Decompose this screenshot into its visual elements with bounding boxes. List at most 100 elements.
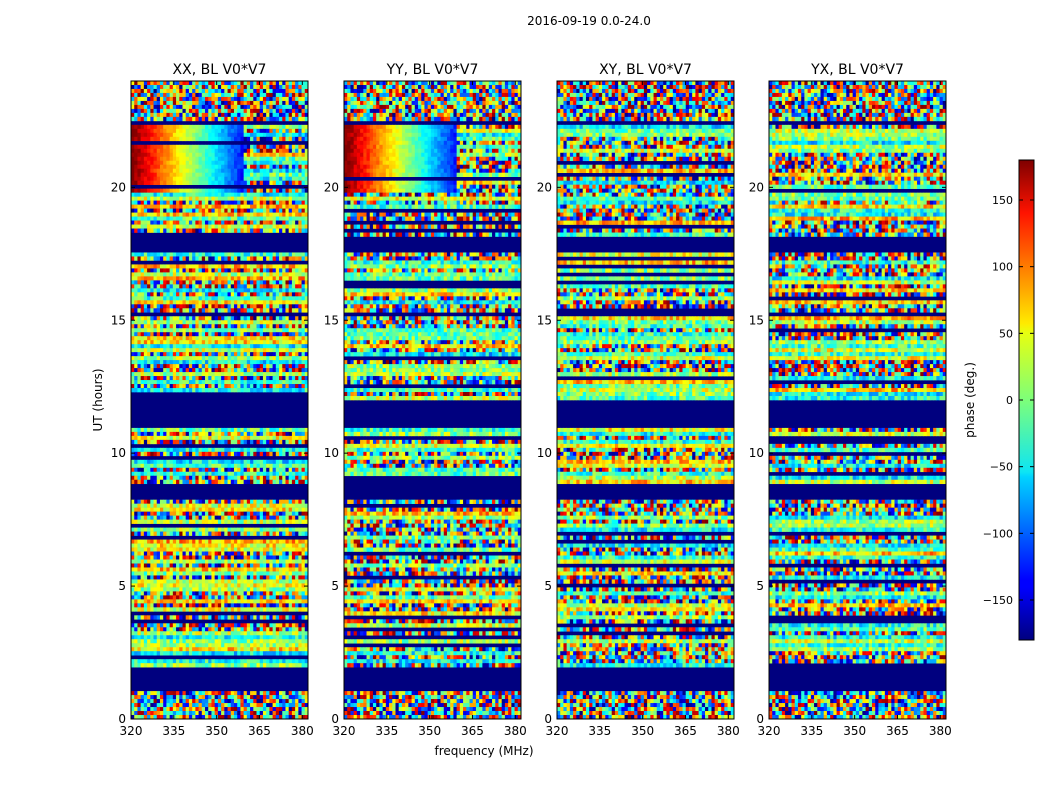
heatmap-cell bbox=[169, 112, 174, 118]
heatmap-cell bbox=[134, 196, 138, 201]
heatmap-cell bbox=[256, 296, 261, 301]
heatmap-cell bbox=[285, 340, 290, 345]
heatmap-cell bbox=[150, 336, 154, 341]
heatmap-cell bbox=[172, 360, 177, 365]
heatmap-cell bbox=[237, 511, 241, 516]
heatmap-cell bbox=[298, 503, 302, 508]
heatmap-cell bbox=[150, 340, 154, 345]
heatmap-cell bbox=[137, 348, 142, 353]
heatmap-cell bbox=[176, 348, 180, 353]
heatmap-cell bbox=[192, 320, 196, 325]
heatmap-cell bbox=[156, 156, 161, 162]
heatmap-cell bbox=[230, 388, 235, 393]
heatmap-cell bbox=[201, 531, 206, 536]
heatmap-cell bbox=[150, 388, 154, 393]
heatmap-cell bbox=[176, 435, 180, 441]
heatmap-cell bbox=[233, 328, 238, 333]
heatmap-cell bbox=[275, 192, 280, 197]
heatmap-cell bbox=[282, 160, 286, 166]
heatmap-cell bbox=[304, 224, 309, 229]
heatmap-cell bbox=[134, 256, 138, 261]
heatmap-cell bbox=[256, 196, 261, 201]
heatmap-cell bbox=[304, 503, 309, 508]
heatmap-cell bbox=[198, 192, 203, 197]
heatmap-cell bbox=[163, 160, 167, 166]
heatmap-cell bbox=[230, 463, 235, 469]
heatmap-cell bbox=[224, 511, 228, 516]
heatmap-cell bbox=[279, 84, 283, 90]
heatmap-cell bbox=[246, 292, 251, 297]
heatmap-cell bbox=[291, 172, 296, 177]
heatmap-cell bbox=[185, 348, 190, 353]
heatmap-cell bbox=[150, 192, 154, 197]
heatmap-cell bbox=[195, 308, 199, 313]
heatmap-cell bbox=[266, 332, 270, 337]
heatmap-cell bbox=[195, 543, 199, 548]
heatmap-cell bbox=[250, 164, 254, 170]
heatmap-cell bbox=[185, 188, 190, 193]
heatmap-cell bbox=[176, 276, 180, 281]
heatmap-cell bbox=[269, 252, 273, 257]
heatmap-cell bbox=[140, 328, 145, 333]
heatmap-cell bbox=[143, 451, 148, 457]
heatmap-cell bbox=[291, 308, 296, 313]
heatmap-cell bbox=[275, 499, 280, 504]
heatmap-cell bbox=[172, 100, 177, 106]
heatmap-cell bbox=[243, 380, 248, 385]
heatmap-cell bbox=[279, 324, 283, 329]
heatmap-cell bbox=[217, 224, 222, 229]
heatmap-cell bbox=[233, 372, 238, 377]
heatmap-cell bbox=[188, 316, 193, 321]
heatmap-cell bbox=[250, 388, 254, 393]
heatmap-cell bbox=[243, 208, 248, 213]
heatmap-cell bbox=[217, 515, 222, 520]
heatmap-cell bbox=[301, 507, 306, 512]
heatmap-cell bbox=[250, 543, 254, 548]
heatmap-cell bbox=[246, 192, 251, 197]
heatmap-cell bbox=[166, 348, 171, 353]
heatmap-cell bbox=[159, 332, 164, 337]
heatmap-cell bbox=[224, 220, 228, 225]
heatmap-cell bbox=[237, 252, 241, 257]
heatmap-cell bbox=[195, 380, 199, 385]
heatmap-cell bbox=[163, 280, 167, 285]
heatmap-cell bbox=[256, 308, 261, 313]
heatmap-cell bbox=[285, 252, 290, 257]
heatmap-cell bbox=[131, 84, 135, 90]
heatmap-cell bbox=[298, 268, 302, 273]
heatmap-cell bbox=[275, 380, 280, 385]
heatmap-cell bbox=[211, 116, 216, 122]
heatmap-cell bbox=[250, 96, 254, 102]
heatmap-cell bbox=[143, 384, 148, 389]
heatmap-cell bbox=[195, 507, 199, 512]
heatmap-cell bbox=[172, 164, 177, 170]
heatmap-cell bbox=[256, 515, 261, 520]
heatmap-cell bbox=[214, 539, 219, 544]
heatmap-cell bbox=[304, 228, 309, 233]
heatmap-cell bbox=[275, 188, 280, 193]
heatmap-cell bbox=[147, 284, 151, 289]
heatmap-cell bbox=[169, 88, 174, 94]
heatmap-cell bbox=[237, 471, 241, 477]
heatmap-cell bbox=[246, 356, 251, 361]
heatmap-cell bbox=[147, 168, 151, 174]
heatmap-cell bbox=[137, 531, 142, 536]
heatmap-cell bbox=[275, 96, 280, 102]
heatmap-cell bbox=[262, 156, 267, 162]
heatmap-cell bbox=[221, 352, 225, 357]
heatmap-cell bbox=[243, 280, 248, 285]
heatmap-cell bbox=[259, 276, 264, 281]
heatmap-cell bbox=[262, 192, 267, 197]
heatmap-cell bbox=[224, 431, 228, 437]
heatmap-cell bbox=[250, 447, 254, 453]
heatmap-cell bbox=[182, 332, 187, 337]
heatmap-cell bbox=[250, 499, 254, 504]
heatmap-cell bbox=[256, 360, 261, 365]
heatmap-cell bbox=[166, 256, 171, 261]
heatmap-cell bbox=[272, 112, 277, 118]
heatmap-cell bbox=[230, 451, 235, 457]
heatmap-cell bbox=[304, 360, 309, 365]
heatmap-cell bbox=[266, 264, 270, 269]
heatmap-cell bbox=[208, 188, 212, 193]
heatmap-cell bbox=[243, 112, 248, 118]
